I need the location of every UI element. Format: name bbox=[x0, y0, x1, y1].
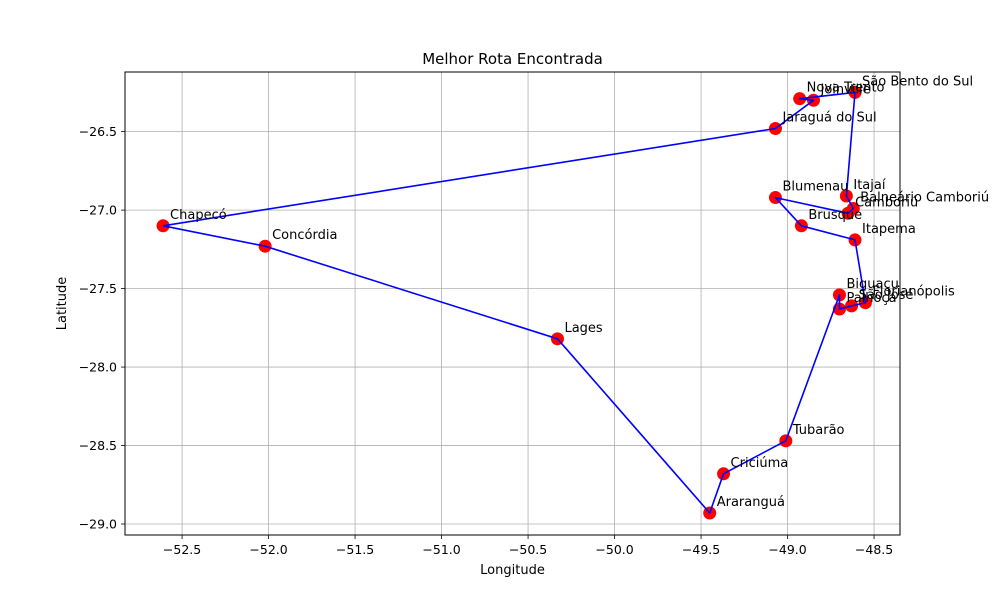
city-label: Lages bbox=[564, 321, 602, 336]
city-marker bbox=[156, 219, 170, 233]
city-label: Nova Trento bbox=[807, 81, 885, 96]
city-label: Florianópolis bbox=[872, 285, 955, 300]
x-tick-label: −52.5 bbox=[163, 542, 201, 557]
city-label: Biguaçu bbox=[846, 277, 898, 292]
x-tick-label: −50.0 bbox=[595, 542, 633, 557]
y-axis-title: Latitude bbox=[55, 277, 70, 331]
city-label: Joinville bbox=[820, 82, 871, 97]
axis-ticks: −52.5 −52.0 −51.5 −51.0 −50.5 −50.0 −49.5 −49.0… bbox=[79, 124, 894, 557]
city-label: Araranguá bbox=[717, 495, 785, 510]
city-label: Criciúma bbox=[731, 456, 789, 471]
city-label: Palhoça bbox=[846, 291, 896, 306]
y-tick-label: −28.5 bbox=[79, 438, 117, 453]
city-label: Itapema bbox=[862, 222, 916, 237]
y-tick-label: −26.5 bbox=[79, 124, 117, 139]
plot-frame bbox=[124, 71, 901, 536]
x-axis-title: Longitude bbox=[480, 563, 545, 578]
x-tick-label: −52.0 bbox=[249, 542, 287, 557]
y-tick-label: −27.5 bbox=[79, 281, 117, 296]
x-tick-label: −49.0 bbox=[768, 542, 806, 557]
city-label: Itajaí bbox=[853, 178, 885, 193]
x-tick-label: −50.5 bbox=[509, 542, 547, 557]
y-tick-label: −28.0 bbox=[79, 360, 117, 375]
chart-title: Melhor Rota Encontrada bbox=[422, 50, 603, 68]
x-tick-label: −48.5 bbox=[855, 542, 893, 557]
city-label: Concórdia bbox=[272, 228, 337, 243]
y-tick-label: −27.0 bbox=[79, 203, 117, 218]
city-label: Jaraguá do Sul bbox=[781, 111, 876, 126]
city-label: São Bento do Sul bbox=[862, 74, 973, 89]
city-label: Camboriú bbox=[855, 195, 918, 210]
x-tick-label: −49.5 bbox=[682, 542, 720, 557]
city-label: Chapecó bbox=[170, 208, 227, 223]
city-label: Brusque bbox=[808, 208, 862, 223]
y-tick-label: −29.0 bbox=[79, 517, 117, 532]
route-polyline bbox=[162, 91, 867, 514]
city-label: Blumenau bbox=[782, 180, 848, 195]
x-tick-label: −51.0 bbox=[422, 542, 460, 557]
route-lines bbox=[162, 91, 867, 514]
city-labels: Chapecó Concórdia Lages Araranguá Criciúma Tu… bbox=[170, 74, 989, 510]
city-label: Tubarão bbox=[792, 423, 845, 438]
x-tick-label: −51.5 bbox=[336, 542, 374, 557]
city-label: Balneário Camboriú bbox=[860, 191, 989, 206]
